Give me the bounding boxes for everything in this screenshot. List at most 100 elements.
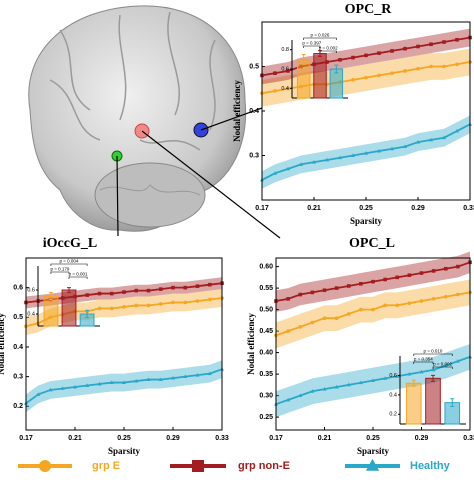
point (442, 64, 446, 69)
significance-bracket (432, 366, 453, 369)
y-tick-label: 0.5 (249, 63, 259, 70)
point (207, 282, 212, 287)
point (298, 292, 303, 297)
point (109, 380, 114, 384)
point (322, 288, 327, 293)
point (334, 384, 339, 389)
y-axis-label: Nodal efficiency (246, 313, 256, 375)
y-tick-label: 0.55 (259, 285, 273, 292)
y-tick-label: 0.2 (13, 403, 23, 410)
x-tick-label: 0.33 (215, 435, 229, 442)
x-tick-label: 0.17 (269, 435, 283, 442)
p-value-label: p = 0.026 (311, 33, 330, 38)
point (456, 264, 460, 269)
point (358, 380, 363, 385)
significance-bracket (413, 353, 453, 356)
significance-bracket (303, 45, 321, 48)
point (351, 78, 355, 82)
legend-marker (39, 460, 51, 472)
point (325, 60, 329, 64)
inset-bar (296, 58, 311, 99)
point (171, 375, 175, 380)
point (455, 38, 459, 42)
point (158, 377, 163, 382)
point (171, 285, 175, 290)
point (395, 275, 400, 280)
point (371, 279, 375, 284)
chart-title: OPC_L (349, 236, 395, 251)
point (455, 128, 459, 133)
point (134, 378, 139, 383)
significance-bracket (68, 276, 88, 279)
point (286, 86, 290, 91)
legend-label: grp E (92, 460, 120, 472)
point (407, 273, 412, 277)
inset-error-bar (85, 309, 90, 319)
point (310, 320, 315, 325)
y-tick-label: 0.4 (249, 108, 259, 115)
point (416, 139, 420, 144)
x-tick-label: 0.21 (318, 435, 332, 442)
point (377, 148, 381, 153)
significance-bracket (319, 50, 337, 53)
point (109, 306, 114, 311)
inset-y-tick-label: 0.6 (389, 373, 397, 379)
inset-bar (425, 377, 441, 425)
inset-y-tick-label: 0.4 (27, 311, 35, 317)
error-band (276, 279, 470, 349)
inset-y-tick-label: 0.8 (281, 47, 289, 53)
point (383, 277, 387, 282)
inset-bar (313, 53, 327, 99)
legend-label: grp non-E (238, 460, 290, 472)
point (359, 307, 363, 312)
inset-bar (405, 382, 422, 425)
point (299, 162, 303, 166)
point (346, 284, 351, 288)
point (273, 89, 277, 93)
point (416, 66, 420, 71)
inset-error-bar (48, 291, 53, 301)
y-tick-label: 0.30 (259, 392, 273, 399)
inset-y-tick-label: 0.2 (389, 412, 397, 418)
point (48, 387, 53, 392)
point (286, 297, 290, 301)
x-tick-label: 0.33 (463, 435, 474, 442)
point (286, 166, 290, 171)
y-axis-label: Nodal efficiency (232, 80, 242, 142)
point (122, 305, 126, 309)
point (322, 316, 327, 321)
error-band (26, 289, 222, 336)
inset-error-bar (411, 379, 416, 387)
x-axis-label: Sparsity (108, 446, 141, 456)
point (286, 69, 290, 73)
inset-y-tick-label: 0.4 (389, 392, 397, 398)
point (371, 307, 375, 312)
point (429, 64, 433, 69)
error-band (26, 360, 222, 413)
point (407, 371, 412, 376)
point (310, 290, 315, 295)
x-tick-label: 0.17 (19, 435, 33, 442)
point (195, 284, 200, 288)
point (403, 46, 407, 51)
p-value-label: p = 0.010 (424, 349, 443, 354)
legend-marker (192, 460, 204, 472)
point (443, 266, 448, 271)
point (338, 58, 342, 62)
x-tick-label: 0.21 (307, 205, 321, 212)
point (431, 367, 436, 372)
inset-y-tick-label: 0.6 (27, 287, 35, 293)
x-tick-label: 0.25 (366, 435, 380, 442)
p-value-label: p = 0.004 (60, 259, 79, 264)
point (183, 300, 188, 305)
point (73, 384, 77, 389)
y-tick-label: 0.35 (259, 371, 273, 378)
x-axis-label: Sparsity (357, 446, 390, 456)
point (286, 397, 291, 402)
p-value-label: p = 0.002 (433, 362, 452, 367)
point (390, 49, 394, 53)
point (364, 75, 368, 80)
point (455, 359, 460, 363)
point (351, 153, 355, 157)
